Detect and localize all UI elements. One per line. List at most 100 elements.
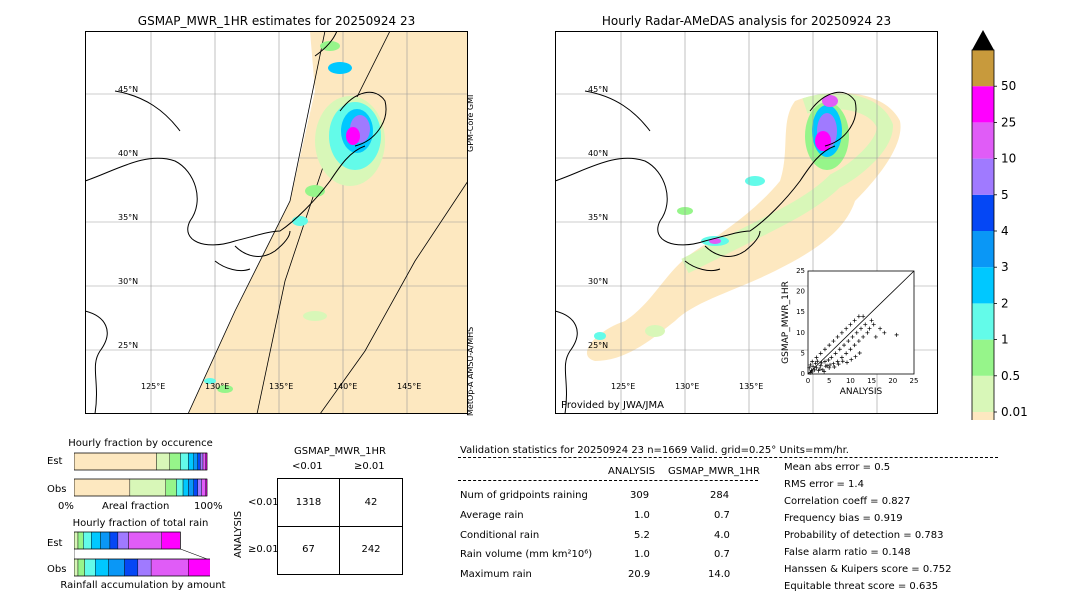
scatter-point xyxy=(844,351,849,356)
scatter-point xyxy=(835,359,840,364)
fraction-segment xyxy=(197,478,202,497)
fraction-segment xyxy=(74,531,79,550)
fraction-segment xyxy=(150,558,189,577)
fraction-segment xyxy=(124,558,139,577)
scatter-point xyxy=(867,326,872,331)
scatter-xtick: 15 xyxy=(867,377,876,385)
stat-analysis: 5.2 xyxy=(634,530,650,541)
score-line: False alarm ratio = 0.148 xyxy=(784,547,911,558)
colorbar-extend-arrow xyxy=(972,30,994,50)
scatter-ytick: 0 xyxy=(801,370,805,378)
scatter-point xyxy=(863,322,868,327)
scatter-point xyxy=(837,347,842,352)
swath-label-amsu: MetOp-A AMSU-A/MHS xyxy=(466,326,475,416)
left-lat-label: 45°N xyxy=(118,85,138,94)
scatter-point xyxy=(853,354,858,359)
fraction-segment xyxy=(188,478,194,497)
fraction-segment xyxy=(202,452,206,471)
contingency-side-label: ANALYSIS xyxy=(233,510,244,558)
stat-gsmap: 14.0 xyxy=(708,569,731,580)
right-map-title: Hourly Radar-AMeDAS analysis for 2025092… xyxy=(601,14,892,28)
scatter-point xyxy=(813,361,818,366)
colorbar-tick-label: 4 xyxy=(1001,224,1009,238)
validation-title: Validation statistics for 20250924 23 n=… xyxy=(460,445,849,456)
fraction-segment xyxy=(83,531,92,550)
cell-hit-none: 1318 xyxy=(295,497,322,508)
scatter-plot: 00 5 5 10 10 15 15 20 20 25 25 ANALYSIS GSMAP_MWR_1H… xyxy=(781,267,918,397)
fraction-segment xyxy=(100,531,111,550)
fraction-bar-outline xyxy=(74,531,181,550)
right-lat-label: 40°N xyxy=(588,149,608,158)
scatter-point xyxy=(873,334,878,339)
contingency-col-label: <0.01 xyxy=(292,461,323,472)
score-line: RMS error = 1.4 xyxy=(784,479,864,490)
scatter-point xyxy=(852,318,857,323)
rain-row-obs: Obs xyxy=(47,564,67,575)
scatter-point xyxy=(833,351,838,356)
colorbar-tick-label: 10 xyxy=(1001,152,1016,166)
validation-divider xyxy=(458,457,998,458)
left-lat-label: 25°N xyxy=(118,341,138,350)
colorbar-tick-label: 5 xyxy=(1001,188,1009,202)
fraction-segment xyxy=(117,531,129,550)
colorbar-segment xyxy=(972,267,994,304)
contingency-grid: 1318 42 67 242 xyxy=(277,478,403,575)
right-lon-label: 135°E xyxy=(739,382,763,391)
colorbar-tick-label: 0.5 xyxy=(1001,369,1020,383)
score-line: Correlation coeff = 0.827 xyxy=(784,496,911,507)
scatter-point xyxy=(842,343,847,348)
total-rain-xlabel: Rainfall accumulation by amount xyxy=(60,580,226,591)
fraction-segment xyxy=(74,478,131,497)
colorbar-segment xyxy=(972,158,994,195)
scatter-point xyxy=(861,334,866,339)
fraction-segment xyxy=(169,452,181,471)
fraction-segment xyxy=(109,531,119,550)
stat-analysis: 1.0 xyxy=(634,549,650,560)
stat-label: Average rain xyxy=(460,510,524,521)
scatter-point xyxy=(857,350,862,355)
total-rain-bars xyxy=(74,531,210,577)
fraction-bar-outline xyxy=(74,452,208,471)
colorbar-tick-label: 0.01 xyxy=(1001,405,1028,419)
cell-miss: 67 xyxy=(302,544,315,555)
score-line: Hanssen & Kuipers score = 0.752 xyxy=(784,564,952,575)
scatter-point xyxy=(831,361,836,366)
data-credit: Provided by JWA/JMA xyxy=(561,400,664,411)
scatter-point xyxy=(852,343,857,348)
scatter-point xyxy=(815,359,820,364)
scatter-diagonal xyxy=(807,270,915,375)
fraction-bar-outline xyxy=(74,558,210,577)
occ-xlabel-min: 0% xyxy=(58,501,74,512)
swath-label-gmi: GPM-Core GMI xyxy=(466,94,475,152)
fraction-segment xyxy=(188,558,210,577)
occurrence-bars xyxy=(74,452,208,497)
right-lon-label: 125°E xyxy=(611,382,635,391)
scatter-point xyxy=(839,330,844,335)
scatter-point xyxy=(832,364,837,369)
contingency-header: GSMAP_MWR_1HR xyxy=(294,446,386,457)
colorbar-segment xyxy=(972,231,994,268)
left-map-title: GSMAP_MWR_1HR estimates for 20250924 23 xyxy=(137,14,416,28)
fraction-connector xyxy=(74,548,208,560)
scatter-point xyxy=(823,364,828,369)
colorbar-segment xyxy=(972,303,994,340)
score-line: Frequency bias = 0.919 xyxy=(784,513,903,524)
left-lon-label: 130°E xyxy=(205,382,229,391)
score-line: Mean abs error = 0.5 xyxy=(784,462,891,473)
fraction-segment xyxy=(165,478,177,497)
scatter-point xyxy=(827,343,832,348)
scatter-point xyxy=(850,334,855,339)
scatter-point xyxy=(869,318,874,323)
fraction-segment xyxy=(74,452,157,471)
stat-gsmap: 0.7 xyxy=(714,549,730,560)
colorbar-segment xyxy=(972,50,994,87)
total-rain-title: Hourly fraction of total rain xyxy=(72,518,209,529)
stat-label: Num of gridpoints raining xyxy=(460,490,588,501)
scatter-point xyxy=(807,365,812,370)
scatter-point xyxy=(831,339,836,344)
scatter-point xyxy=(828,362,833,367)
fraction-segment xyxy=(182,478,189,497)
scatter-point xyxy=(822,347,827,352)
scatter-point xyxy=(861,314,866,319)
scatter-point xyxy=(854,330,859,335)
